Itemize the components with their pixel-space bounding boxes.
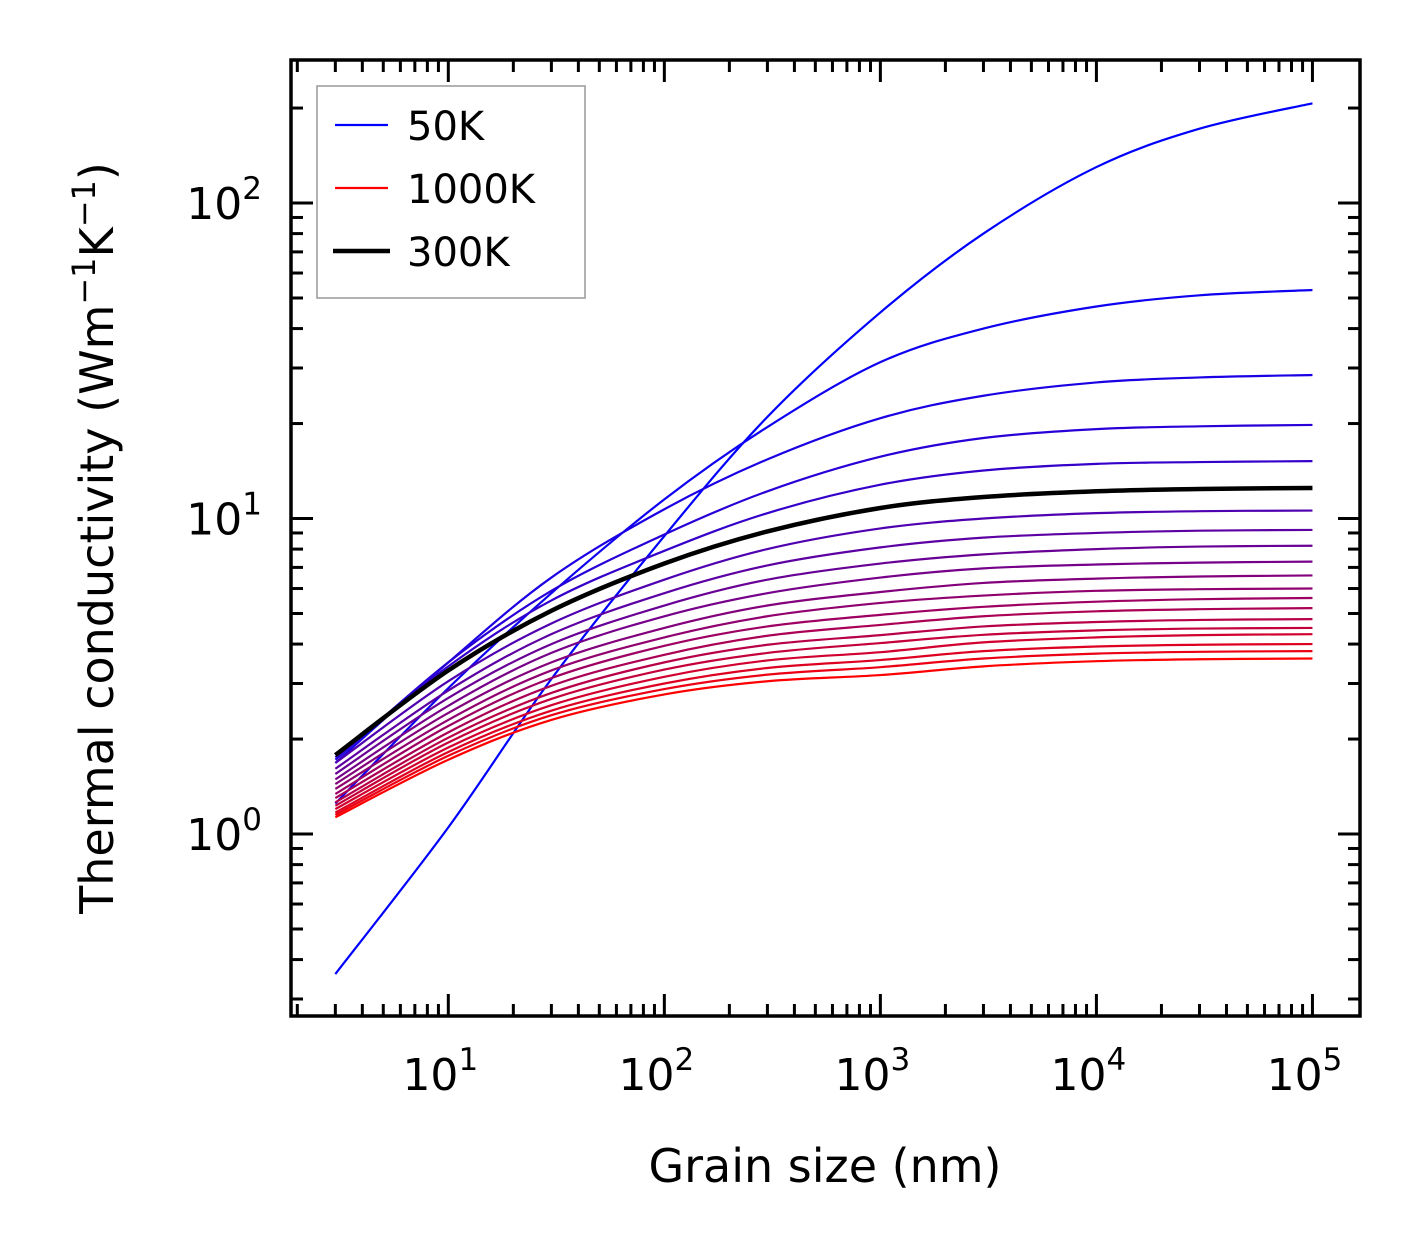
series-line-400k xyxy=(334,528,1313,770)
y-tick-label: 101 xyxy=(186,487,262,546)
series-line-200k xyxy=(334,423,1313,761)
series-line-700k xyxy=(334,607,1313,800)
y-tick-label: 100 xyxy=(186,802,262,861)
y-axis-label: Thermal conductivity (Wm−1K−1) xyxy=(65,162,124,915)
series-line-900k xyxy=(334,642,1313,814)
series-line-1000k xyxy=(334,657,1313,819)
plot-frame xyxy=(289,58,1362,1018)
axis-ticks xyxy=(291,60,1360,1016)
legend-label-300k: 300K xyxy=(407,230,511,276)
series-line-650k xyxy=(334,596,1313,795)
series-line-100k xyxy=(334,288,1313,805)
series-line-600k xyxy=(334,587,1313,790)
series-line-800k xyxy=(334,626,1313,807)
legend-label-50k: 50K xyxy=(407,104,486,150)
y-axis-label-main: Thermal conductivity (Wm xyxy=(70,305,124,915)
y-axis-label-sup2: −1 xyxy=(65,180,103,227)
series-line-950k xyxy=(334,650,1313,816)
series-line-500k xyxy=(334,560,1313,781)
y-tick-label: 102 xyxy=(186,171,262,230)
series-lines xyxy=(334,102,1313,975)
x-tick-labels: 101 102 103 104 105 xyxy=(402,1042,1342,1101)
series-line-850k xyxy=(334,633,1313,811)
series-line-150k xyxy=(334,373,1313,764)
y-axis-label-sup1: −1 xyxy=(65,257,103,304)
legend-label-1000k: 1000K xyxy=(407,167,537,213)
y-axis-label-mid: K xyxy=(70,225,124,257)
series-line-250k xyxy=(334,460,1313,759)
y-axis-label-end: ) xyxy=(70,162,124,180)
x-tick-label: 104 xyxy=(1051,1042,1127,1101)
x-tick-label: 105 xyxy=(1267,1042,1343,1101)
x-tick-label: 103 xyxy=(835,1042,911,1101)
legend: 50K 1000K 300K xyxy=(316,85,586,299)
y-tick-labels: 100 101 102 xyxy=(186,171,262,861)
series-line-50k xyxy=(334,102,1313,975)
series-line-300k xyxy=(334,485,1313,757)
series-line-750k xyxy=(334,618,1313,804)
series-line-350k xyxy=(334,509,1313,764)
x-tick-label: 102 xyxy=(618,1042,694,1101)
x-axis-label: Grain size (nm) xyxy=(649,1139,1002,1193)
series-line-450k xyxy=(334,544,1313,775)
x-tick-label: 101 xyxy=(402,1042,478,1101)
legend-box xyxy=(316,85,586,299)
series-line-550k xyxy=(334,574,1313,786)
